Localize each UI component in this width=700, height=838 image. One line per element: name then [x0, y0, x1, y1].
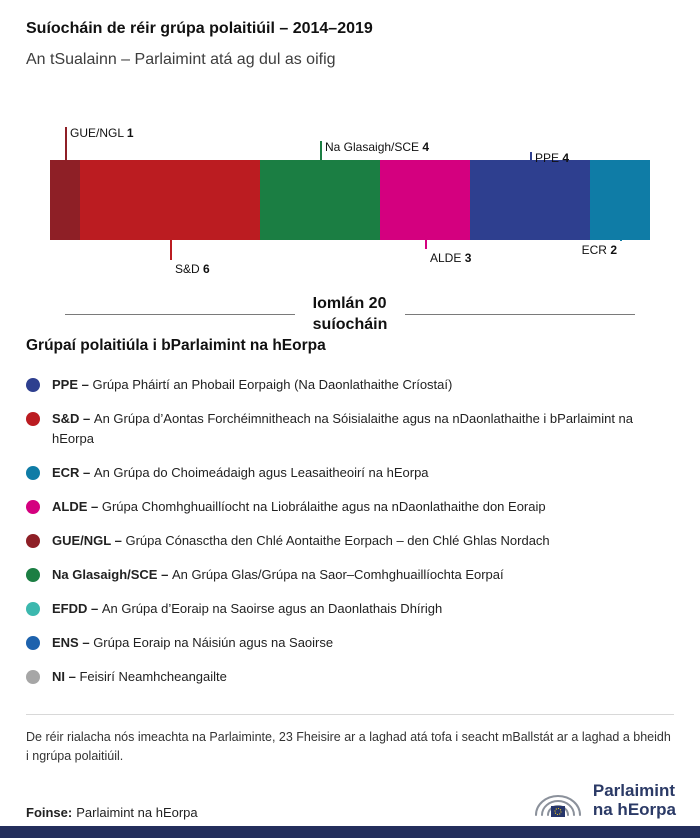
- bar-label-ppe: PPE 4: [535, 151, 570, 165]
- leader-line-s-d: [170, 240, 172, 260]
- footer-color-bar: [0, 826, 700, 838]
- legend-item-s-d: S&D – An Grúpa d’Aontas Forchéimnitheach…: [26, 409, 674, 449]
- legend-color-dot-ni: [26, 670, 40, 684]
- footer-divider: [26, 714, 674, 715]
- total-seats-line1: Iomlán 20: [312, 295, 387, 312]
- logo-text-line2: na hEorpa: [592, 800, 676, 819]
- legend: Grúpaí polaitiúla i bParlaimint na hEorp…: [26, 337, 674, 701]
- legend-item-text: ECR – An Grúpa do Choimeádaigh agus Leas…: [52, 465, 429, 480]
- total-rule-left: [65, 313, 295, 315]
- bar-segment-na-glasaigh-sce: [260, 160, 380, 240]
- total-seats-line2: suíocháin: [312, 316, 388, 333]
- bar-label-ecr: ECR 2: [581, 243, 617, 257]
- bar-segment-ecr: [590, 160, 650, 240]
- european-parliament-logo: Parlaimint na hEorpa: [531, 779, 676, 821]
- legend-item-text: NI – Feisirí Neamhcheangailte: [52, 669, 227, 684]
- leader-line-ppe: [530, 152, 532, 160]
- legend-item-efdd: EFDD – An Grúpa d’Eoraip na Saoirse agus…: [26, 599, 674, 619]
- legend-item-gue-ngl: GUE/NGL – Grúpa Cónasctha den Chlé Aonta…: [26, 531, 674, 551]
- chart-area: GUE/NGL 1 S&D 6 Na Glasaigh/SCE 4 ALDE 3 PPE…: [0, 110, 700, 300]
- leader-line-alde: [425, 240, 427, 249]
- legend-color-dot-ens: [26, 636, 40, 650]
- bar-label-alde: ALDE 3: [430, 251, 472, 265]
- legend-color-dot-ppe: [26, 378, 40, 392]
- source-label: Foinse:: [26, 805, 73, 820]
- leader-line-gue-ngl: [65, 127, 67, 160]
- stacked-bar: [50, 160, 650, 240]
- legend-color-dot-gue-ngl: [26, 534, 40, 548]
- source-value: Parlaimint na hEorpa: [76, 805, 198, 820]
- logo-text: Parlaimint na hEorpa: [593, 781, 676, 819]
- legend-item-ppe: PPE – Grúpa Pháirtí an Phobail Eorpaigh …: [26, 375, 674, 395]
- bar-segment-gue-ngl: [50, 160, 80, 240]
- page-title: Suíocháin de réir grúpa polaitiúil – 201…: [26, 20, 373, 37]
- legend-color-dot-s-d: [26, 412, 40, 426]
- legend-item-alde: ALDE – Grúpa Chomhghuaillíocht na Liobrá…: [26, 497, 674, 517]
- legend-item-text: ALDE – Grúpa Chomhghuaillíocht na Liobrá…: [52, 499, 546, 514]
- bar-segment-alde: [380, 160, 470, 240]
- legend-item-text: PPE – Grúpa Pháirtí an Phobail Eorpaigh …: [52, 377, 453, 392]
- leader-line-ecr: [620, 240, 622, 241]
- legend-item-ni: NI – Feisirí Neamhcheangailte: [26, 667, 674, 687]
- legend-color-dot-alde: [26, 500, 40, 514]
- bar-label-s-d: S&D 6: [175, 262, 210, 276]
- legend-item-text: ENS – Grúpa Eoraip na Náisiún agus na Sa…: [52, 635, 334, 650]
- legend-color-dot-efdd: [26, 602, 40, 616]
- page-subtitle: An tSualainn – Parlaimint atá ag dul as …: [26, 51, 336, 68]
- leader-line-na-glasaigh-sce: [320, 141, 322, 160]
- legend-color-dot-ecr: [26, 466, 40, 480]
- source-line: Foinse: Parlaimint na hEorpa: [26, 805, 198, 820]
- bar-segment-ppe: [470, 160, 590, 240]
- footnote: De réir rialacha nós imeachta na Parlaim…: [26, 730, 671, 764]
- legend-item-ecr: ECR – An Grúpa do Choimeádaigh agus Leas…: [26, 463, 674, 483]
- bar-label-na-glasaigh-sce: Na Glasaigh/SCE 4: [325, 140, 430, 154]
- total-seats-row: Iomlán 20 suíocháin: [65, 293, 635, 335]
- legend-item-text: Na Glasaigh/SCE – An Grúpa Glas/Grúpa na…: [52, 567, 504, 582]
- legend-list: PPE – Grúpa Pháirtí an Phobail Eorpaigh …: [26, 375, 674, 687]
- bar-label-gue-ngl: GUE/NGL 1: [70, 126, 134, 140]
- legend-heading: Grúpaí polaitiúla i bParlaimint na hEorp…: [26, 337, 326, 354]
- legend-item-text: GUE/NGL – Grúpa Cónasctha den Chlé Aonta…: [52, 533, 550, 548]
- legend-color-dot-na-glasaigh-sce: [26, 568, 40, 582]
- legend-item-text: S&D – An Grúpa d’Aontas Forchéimnitheach…: [52, 411, 634, 446]
- header: Suíocháin de réir grúpa polaitiúil – 201…: [26, 20, 674, 69]
- total-rule-right: [405, 313, 635, 315]
- logo-text-line1: Parlaimint: [592, 781, 676, 800]
- total-seats-label: Iomlán 20 suíocháin: [295, 293, 406, 335]
- legend-item-ens: ENS – Grúpa Eoraip na Náisiún agus na Sa…: [26, 633, 674, 653]
- ep-hemicycle-icon: [534, 795, 581, 817]
- legend-item-na-glasaigh-sce: Na Glasaigh/SCE – An Grúpa Glas/Grúpa na…: [26, 565, 674, 585]
- eu-flag-icon: [550, 806, 565, 817]
- legend-item-text: EFDD – An Grúpa d’Eoraip na Saoirse agus…: [52, 601, 443, 616]
- bar-segment-s-d: [80, 160, 260, 240]
